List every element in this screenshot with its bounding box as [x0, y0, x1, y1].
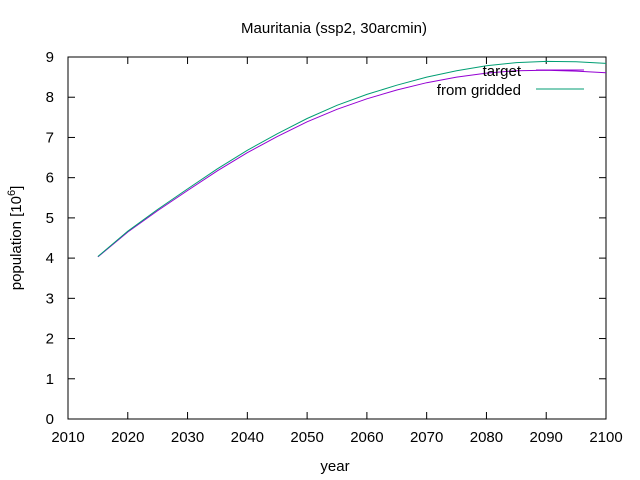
y-tick-label: 3 — [46, 290, 54, 307]
x-tick-label: 2070 — [410, 429, 443, 446]
y-tick-label: 0 — [46, 411, 54, 428]
y-tick-label: 9 — [46, 49, 54, 66]
legend-label-target: target — [483, 63, 522, 80]
x-tick-label: 2050 — [290, 429, 323, 446]
y-axis: 0 1 2 3 4 5 6 7 8 9 — [46, 49, 606, 428]
series-line-target — [97, 69, 607, 258]
x-tick-label: 2100 — [589, 429, 622, 446]
y-tick-label: 5 — [46, 210, 54, 227]
y-tick-label: 7 — [46, 129, 54, 146]
series-lines — [97, 60, 607, 258]
legend-label-from-gridded: from gridded — [437, 82, 521, 99]
legend: target from gridded — [437, 63, 584, 99]
series-line-from-gridded — [97, 60, 607, 257]
y-axis-title-exponent: 6 — [6, 190, 18, 196]
y-axis-title: population [106] — [6, 186, 25, 291]
x-tick-label: 2040 — [231, 429, 264, 446]
x-tick-label: 2060 — [350, 429, 383, 446]
x-tick-label: 2090 — [530, 429, 563, 446]
x-tick-label: 2010 — [51, 429, 84, 446]
y-tick-label: 1 — [46, 371, 54, 388]
y-tick-label: 2 — [46, 331, 54, 348]
y-axis-title-suffix: ] — [8, 186, 25, 190]
plot-frame — [67, 56, 607, 420]
y-tick-label: 8 — [46, 89, 54, 106]
x-tick-label: 2080 — [470, 429, 503, 446]
chart-title: Mauritania (ssp2, 30arcmin) — [241, 20, 427, 37]
x-axis-title: year — [320, 458, 349, 475]
x-tick-label: 2020 — [111, 429, 144, 446]
y-tick-label: 4 — [46, 250, 54, 267]
y-tick-label: 6 — [46, 170, 54, 187]
x-tick-label: 2030 — [171, 429, 204, 446]
x-axis: 2010 2020 2030 2040 2050 2060 2070 2080 2090 2100 — [51, 57, 623, 446]
y-axis-title-prefix: population [10 — [8, 196, 25, 290]
